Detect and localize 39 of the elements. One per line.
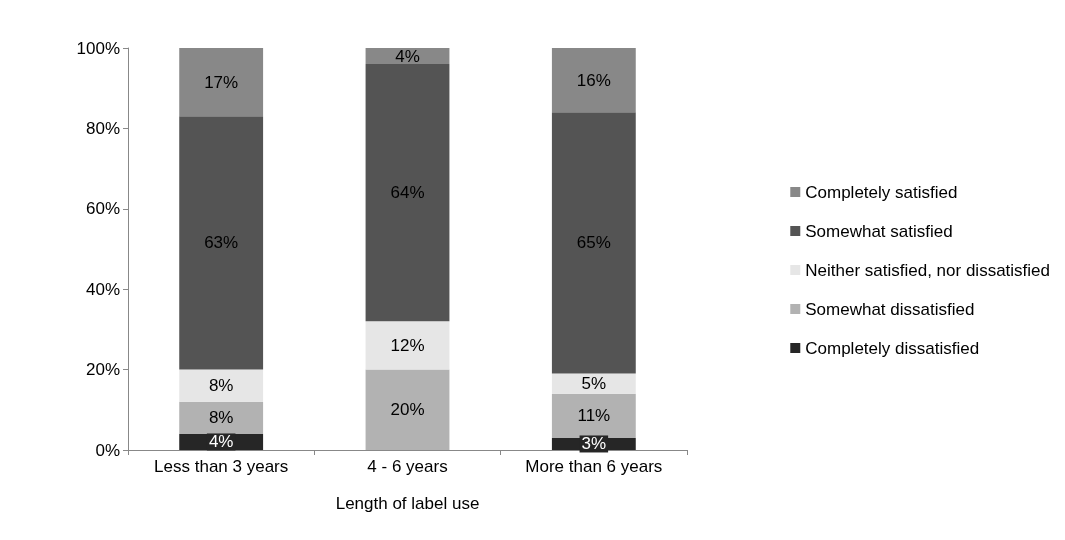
legend-label: Completely dissatisfied — [805, 338, 980, 358]
legend-label: Neither satisfied, nor dissatisfied — [805, 260, 1051, 280]
data-label: 63% — [204, 233, 239, 253]
data-label: 12% — [390, 335, 425, 355]
data-label: 11% — [577, 406, 611, 426]
legend-label: Completely satisfied — [805, 182, 958, 202]
data-label: 8% — [208, 408, 234, 428]
bar — [179, 401, 264, 434]
y-tick-label: 20% — [85, 360, 120, 380]
y-tick-label: 40% — [85, 279, 120, 299]
bar — [551, 393, 636, 438]
bar — [365, 369, 450, 450]
bar — [551, 112, 636, 374]
data-label: 4% — [395, 46, 420, 66]
data-label: 16% — [576, 70, 611, 90]
bar — [365, 321, 450, 370]
y-tick-label: 0% — [95, 440, 120, 460]
data-label: 5% — [581, 374, 607, 394]
x-axis-title: Length of label use — [335, 494, 480, 513]
data-label: 4% — [208, 432, 234, 452]
bar — [551, 48, 636, 113]
data-label: 17% — [204, 72, 239, 92]
data-label: 64% — [390, 183, 425, 203]
data-label: 65% — [576, 233, 611, 253]
x-tick-label: Less than 3 years — [154, 457, 289, 476]
y-tick-label: 100% — [76, 38, 120, 58]
bar — [179, 116, 264, 370]
y-tick-label: 60% — [85, 199, 120, 219]
data-label: 20% — [390, 400, 425, 420]
x-tick-label: More than 6 years — [525, 457, 663, 476]
data-label: 8% — [208, 376, 234, 396]
bar — [365, 64, 450, 322]
legend-label: Somewhat dissatisfied — [805, 299, 975, 319]
data-label: 3% — [581, 434, 607, 454]
bar — [179, 48, 264, 117]
x-tick-label: 4 - 6 years — [367, 457, 448, 476]
y-tick-label: 80% — [85, 118, 120, 138]
legend-label: Somewhat satisfied — [805, 221, 953, 241]
bar — [179, 369, 264, 402]
